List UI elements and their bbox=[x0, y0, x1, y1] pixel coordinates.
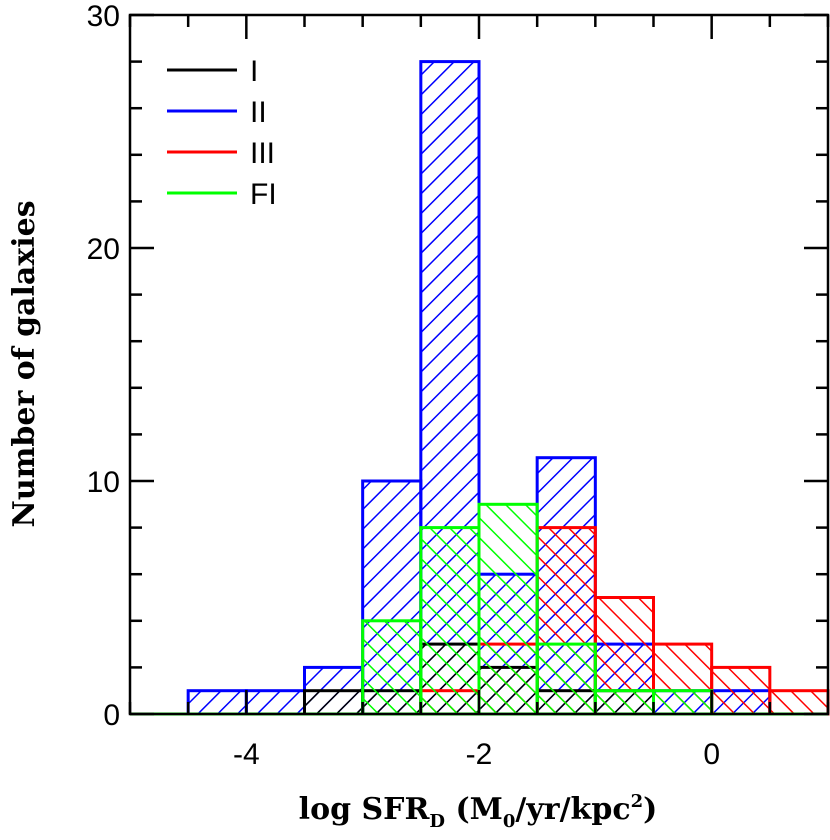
tick-labels: 0 10 20 30 -4 -2 0 bbox=[87, 0, 720, 771]
legend-label-iii: III bbox=[250, 137, 275, 170]
x-axis-title-units-end: ) bbox=[643, 792, 657, 827]
bar-ii-1 bbox=[186, 689, 248, 716]
x-axis-title-units-open: (M bbox=[445, 792, 503, 827]
bar-i-3 bbox=[303, 689, 365, 716]
x-axis-title-sub: D bbox=[429, 811, 445, 832]
y-tick-label-10: 10 bbox=[87, 466, 120, 499]
bar-fi-5 bbox=[419, 526, 481, 716]
series-fi bbox=[130, 502, 828, 716]
legend-label-i: I bbox=[250, 55, 258, 88]
legend-label-fi: FI bbox=[250, 178, 277, 211]
bar-iii-10 bbox=[710, 665, 772, 716]
y-tick-label-30: 30 bbox=[87, 0, 120, 33]
x-axis-title: log SFRD (M0/yr/kpc2) bbox=[299, 791, 658, 832]
bar-fi-7 bbox=[535, 642, 597, 716]
x-tick-label--2: -2 bbox=[466, 738, 493, 771]
x-axis-title-units-sup: 2 bbox=[631, 791, 644, 812]
y-axis-title: Number of galaxies bbox=[7, 200, 42, 527]
bar-fi-9 bbox=[652, 689, 714, 716]
axes-layer bbox=[128, 13, 830, 716]
y-tick-label-0: 0 bbox=[103, 699, 120, 732]
bar-ii-2 bbox=[244, 689, 306, 716]
x-tick-label--4: -4 bbox=[233, 738, 260, 771]
y-tick-label-20: 20 bbox=[87, 233, 120, 266]
bar-fi-6 bbox=[477, 502, 539, 716]
legend-label-ii: II bbox=[250, 96, 267, 129]
x-tick-label-0: 0 bbox=[703, 738, 720, 771]
x-axis-title-units-close: /yr/kpc bbox=[515, 792, 630, 827]
bar-iii-11 bbox=[768, 689, 830, 716]
bar-fi-8 bbox=[593, 689, 655, 716]
bar-fi-4 bbox=[361, 619, 423, 716]
x-axis-title-units-sub: 0 bbox=[503, 811, 516, 832]
bars-layer bbox=[130, 60, 830, 716]
x-axis-title-main: log SFR bbox=[299, 792, 431, 827]
